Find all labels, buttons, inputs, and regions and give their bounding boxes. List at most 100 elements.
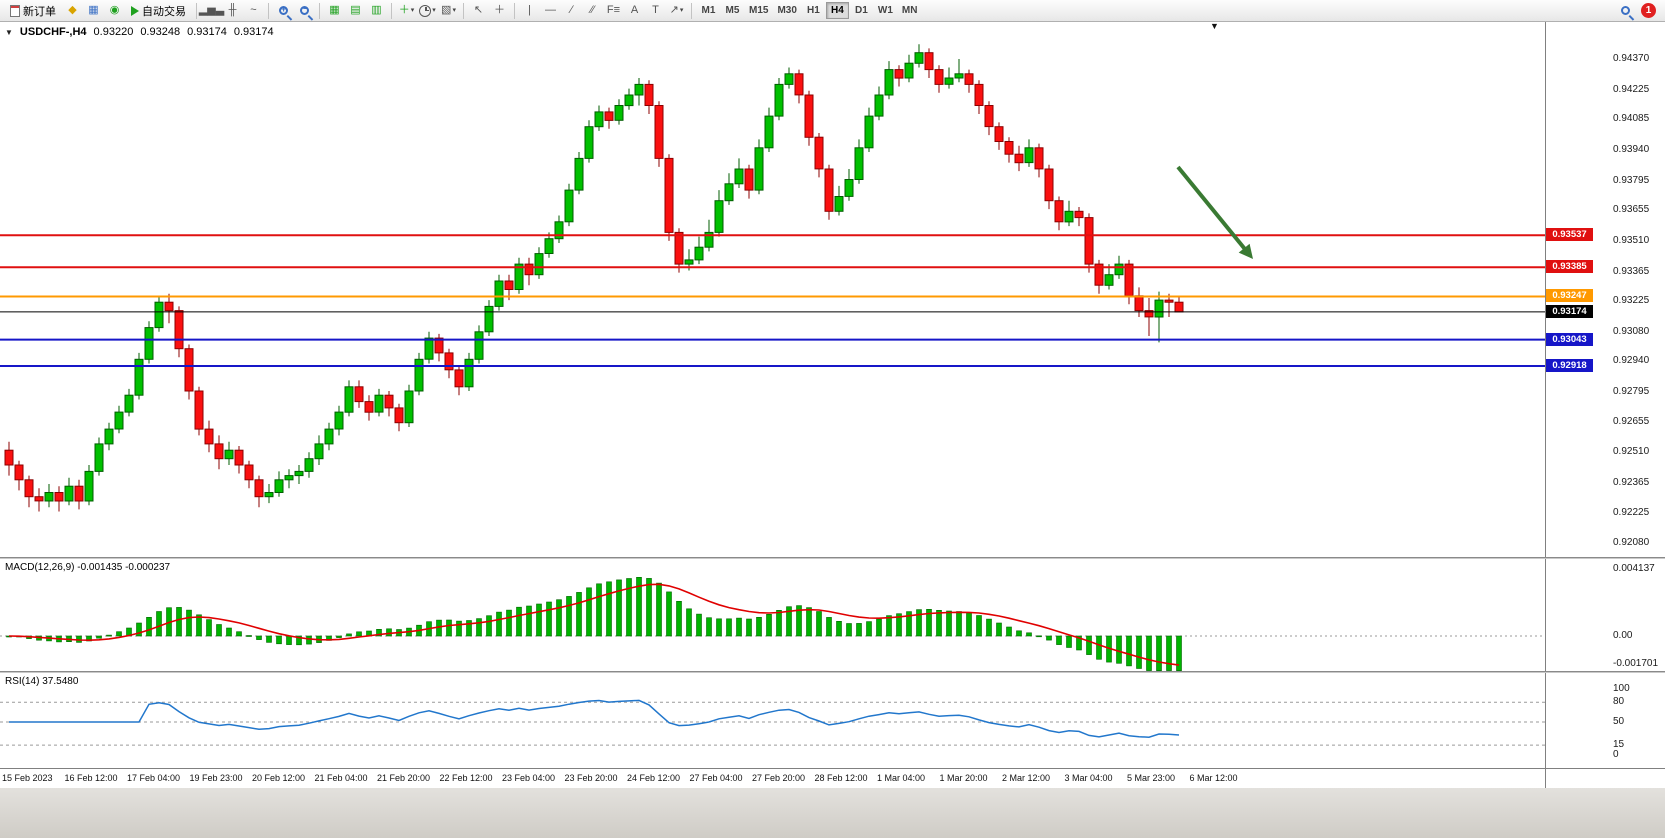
timeframe-button-W1[interactable]: W1: [877, 5, 893, 16]
line-chart-icon[interactable]: ~: [250, 4, 257, 16]
chart-menu-icon[interactable]: ▼: [5, 27, 13, 37]
current-price-tag: 0.93174: [1546, 304, 1593, 318]
toolbar-separator: [319, 2, 320, 19]
price-scale[interactable]: 0.94370 0.94225 0.94085 0.93940 0.93795 0.936…: [1545, 22, 1665, 557]
navigator-icon[interactable]: ◉: [109, 4, 120, 16]
time-axis-label: 27 Feb 20:00: [752, 773, 806, 783]
price-chart-plot[interactable]: ▼ USDCHF-,H4 0.93220 0.93248 0.93174 0.9…: [0, 22, 1545, 557]
price-axis-label: 0.93365: [1613, 265, 1650, 277]
quote-low: 0.93174: [187, 26, 227, 38]
price-axis-label: 0.94370: [1613, 53, 1650, 64]
channel-tool-icon[interactable]: ⁄⁄: [590, 4, 595, 16]
panel-splitter[interactable]: [0, 671, 1665, 673]
timeframe-button-M15[interactable]: M15: [749, 5, 769, 16]
level-price-tag: 0.93043: [1546, 332, 1593, 346]
bar-chart-icon[interactable]: ▂▅▃: [198, 4, 225, 16]
trendline-tool-icon[interactable]: ∕: [570, 4, 573, 16]
candlestick-chart[interactable]: [0, 22, 1545, 557]
template-icon[interactable]: ▧ ▾: [441, 4, 456, 16]
time-axis-label: 2 Mar 12:00: [1002, 773, 1051, 783]
chart-symbol-period: USDCHF-,H4: [19, 26, 87, 38]
fibonacci-tool-icon[interactable]: F≡: [606, 4, 621, 16]
price-axis-label: 0.93795: [1613, 174, 1650, 186]
time-axis[interactable]: 15 Feb 2023 16 Feb 12:00 17 Feb 04:00 19 Fe…: [0, 769, 1545, 788]
text-tool-icon[interactable]: A: [630, 4, 639, 16]
label-tool-icon[interactable]: T: [652, 4, 659, 16]
price-axis-label: 0.92940: [1613, 355, 1650, 367]
price-axis-label: 0.93510: [1613, 234, 1650, 246]
main-toolbar: 新订单 ◆ ▦ ◉ 自动交易 ▂▅▃ ╫ ~ ▦ ▤ ▥ ＋▾ ▾ ▧▾ ↖ ＋…: [0, 0, 1665, 22]
toolbar-separator: [391, 2, 392, 19]
price-axis-label: 0.93940: [1613, 143, 1650, 155]
macd-scale[interactable]: 0.004137 0.00 -0.001701: [1545, 559, 1665, 671]
cascade-windows-icon[interactable]: ▤: [350, 4, 361, 16]
cursor-tool-icon[interactable]: ↖: [473, 4, 484, 16]
timeframe-button-M5[interactable]: M5: [725, 5, 740, 16]
arrow-annotation: [1176, 165, 1253, 259]
vertical-line-tool-icon[interactable]: |: [528, 4, 531, 16]
time-axis-label: 28 Feb 12:00: [814, 773, 868, 783]
chart-shift-marker[interactable]: ▼: [1210, 22, 1219, 31]
timeframe-button-D1[interactable]: D1: [855, 5, 868, 16]
macd-chart[interactable]: [0, 559, 1545, 671]
time-axis-label: 27 Feb 04:00: [689, 773, 743, 783]
time-axis-label: 16 Feb 12:00: [64, 773, 118, 783]
rsi-label: RSI(14) 37.5480: [5, 676, 79, 687]
time-axis-label: 24 Feb 12:00: [627, 773, 681, 783]
crosshair-tool-icon[interactable]: ＋: [494, 4, 505, 16]
price-axis-label: 0.94085: [1613, 113, 1650, 125]
price-axis-label: 0.92080: [1613, 537, 1650, 549]
time-axis-label: 3 Mar 04:00: [1064, 773, 1113, 783]
price-axis-label: 0.92795: [1613, 386, 1650, 398]
level-price-tag: 0.93537: [1546, 228, 1593, 242]
toolbar-separator: [514, 2, 515, 19]
timeframe-button-H1[interactable]: H1: [807, 5, 820, 16]
tile-windows-icon[interactable]: ▦: [329, 4, 340, 16]
rsi-plot[interactable]: RSI(14) 37.5480: [0, 673, 1545, 768]
zoom-out-icon[interactable]: [295, 2, 314, 19]
chart-title: ▼ USDCHF-,H4 0.93220 0.93248 0.93174 0.9…: [5, 26, 274, 38]
candlestick-chart-icon[interactable]: ╫: [228, 4, 237, 16]
time-axis-label: 15 Feb 2023: [2, 773, 53, 783]
price-chart-panel: ▼ USDCHF-,H4 0.93220 0.93248 0.93174 0.9…: [0, 22, 1665, 557]
toolbar-separator: [463, 2, 464, 19]
auto-trading-button[interactable]: 自动交易: [126, 1, 191, 21]
macd-plot[interactable]: MACD(12,26,9) -0.001435 -0.000237: [0, 559, 1545, 671]
quote-open: 0.93220: [93, 26, 134, 38]
rsi-axis-label: 0: [1613, 749, 1619, 760]
timeframe-button-H4[interactable]: H4: [825, 2, 849, 19]
timeframe-toolbar: M1 M5 M15 M30 H1 H4 D1 W1 MN: [697, 2, 921, 19]
level-price-tag: 0.93247: [1546, 289, 1593, 303]
rsi-scale[interactable]: 100 80 50 15 0: [1545, 673, 1665, 768]
market-watch-icon[interactable]: ▦: [88, 4, 99, 16]
timeframe-button-MN[interactable]: MN: [901, 5, 918, 16]
notification-badge[interactable]: 1: [1641, 3, 1656, 18]
panel-splitter[interactable]: [0, 557, 1665, 559]
timeframe-button-M1[interactable]: M1: [701, 5, 716, 16]
new-order-button[interactable]: 新订单: [5, 1, 61, 21]
zoom-in-icon[interactable]: [274, 2, 293, 19]
add-indicator-icon[interactable]: ＋ ▾: [398, 4, 415, 16]
time-axis-label: 21 Feb 20:00: [377, 773, 431, 783]
timeframe-button-M30[interactable]: M30: [777, 5, 797, 16]
metaeditor-icon[interactable]: ◆: [68, 4, 77, 16]
time-axis-label: 19 Feb 23:00: [189, 773, 243, 783]
time-axis-label: 5 Mar 23:00: [1127, 773, 1176, 783]
arrows-tool-icon[interactable]: ↗ ▾: [669, 4, 684, 16]
price-axis-label: 0.93655: [1613, 204, 1650, 216]
rsi-chart[interactable]: [0, 673, 1545, 768]
macd-axis-label: -0.001701: [1613, 657, 1659, 669]
period-selector-icon[interactable]: ▾: [418, 2, 437, 19]
rsi-axis-label: 100: [1613, 683, 1630, 694]
arrange-windows-icon[interactable]: ▥: [371, 4, 382, 16]
macd-panel: MACD(12,26,9) -0.001435 -0.000237 0.0041…: [0, 559, 1665, 671]
time-axis-label: 21 Feb 04:00: [314, 773, 368, 783]
time-axis-label: 20 Feb 12:00: [252, 773, 306, 783]
quote-high: 0.93248: [140, 26, 181, 38]
price-axis-label: 0.93080: [1613, 325, 1650, 337]
search-icon[interactable]: [1616, 2, 1635, 19]
horizontal-line-tool-icon[interactable]: —: [545, 4, 556, 16]
time-axis-label: 23 Feb 20:00: [564, 773, 618, 783]
macd-axis-label: 0.004137: [1613, 563, 1655, 574]
macd-signal-line: [8, 583, 1180, 666]
